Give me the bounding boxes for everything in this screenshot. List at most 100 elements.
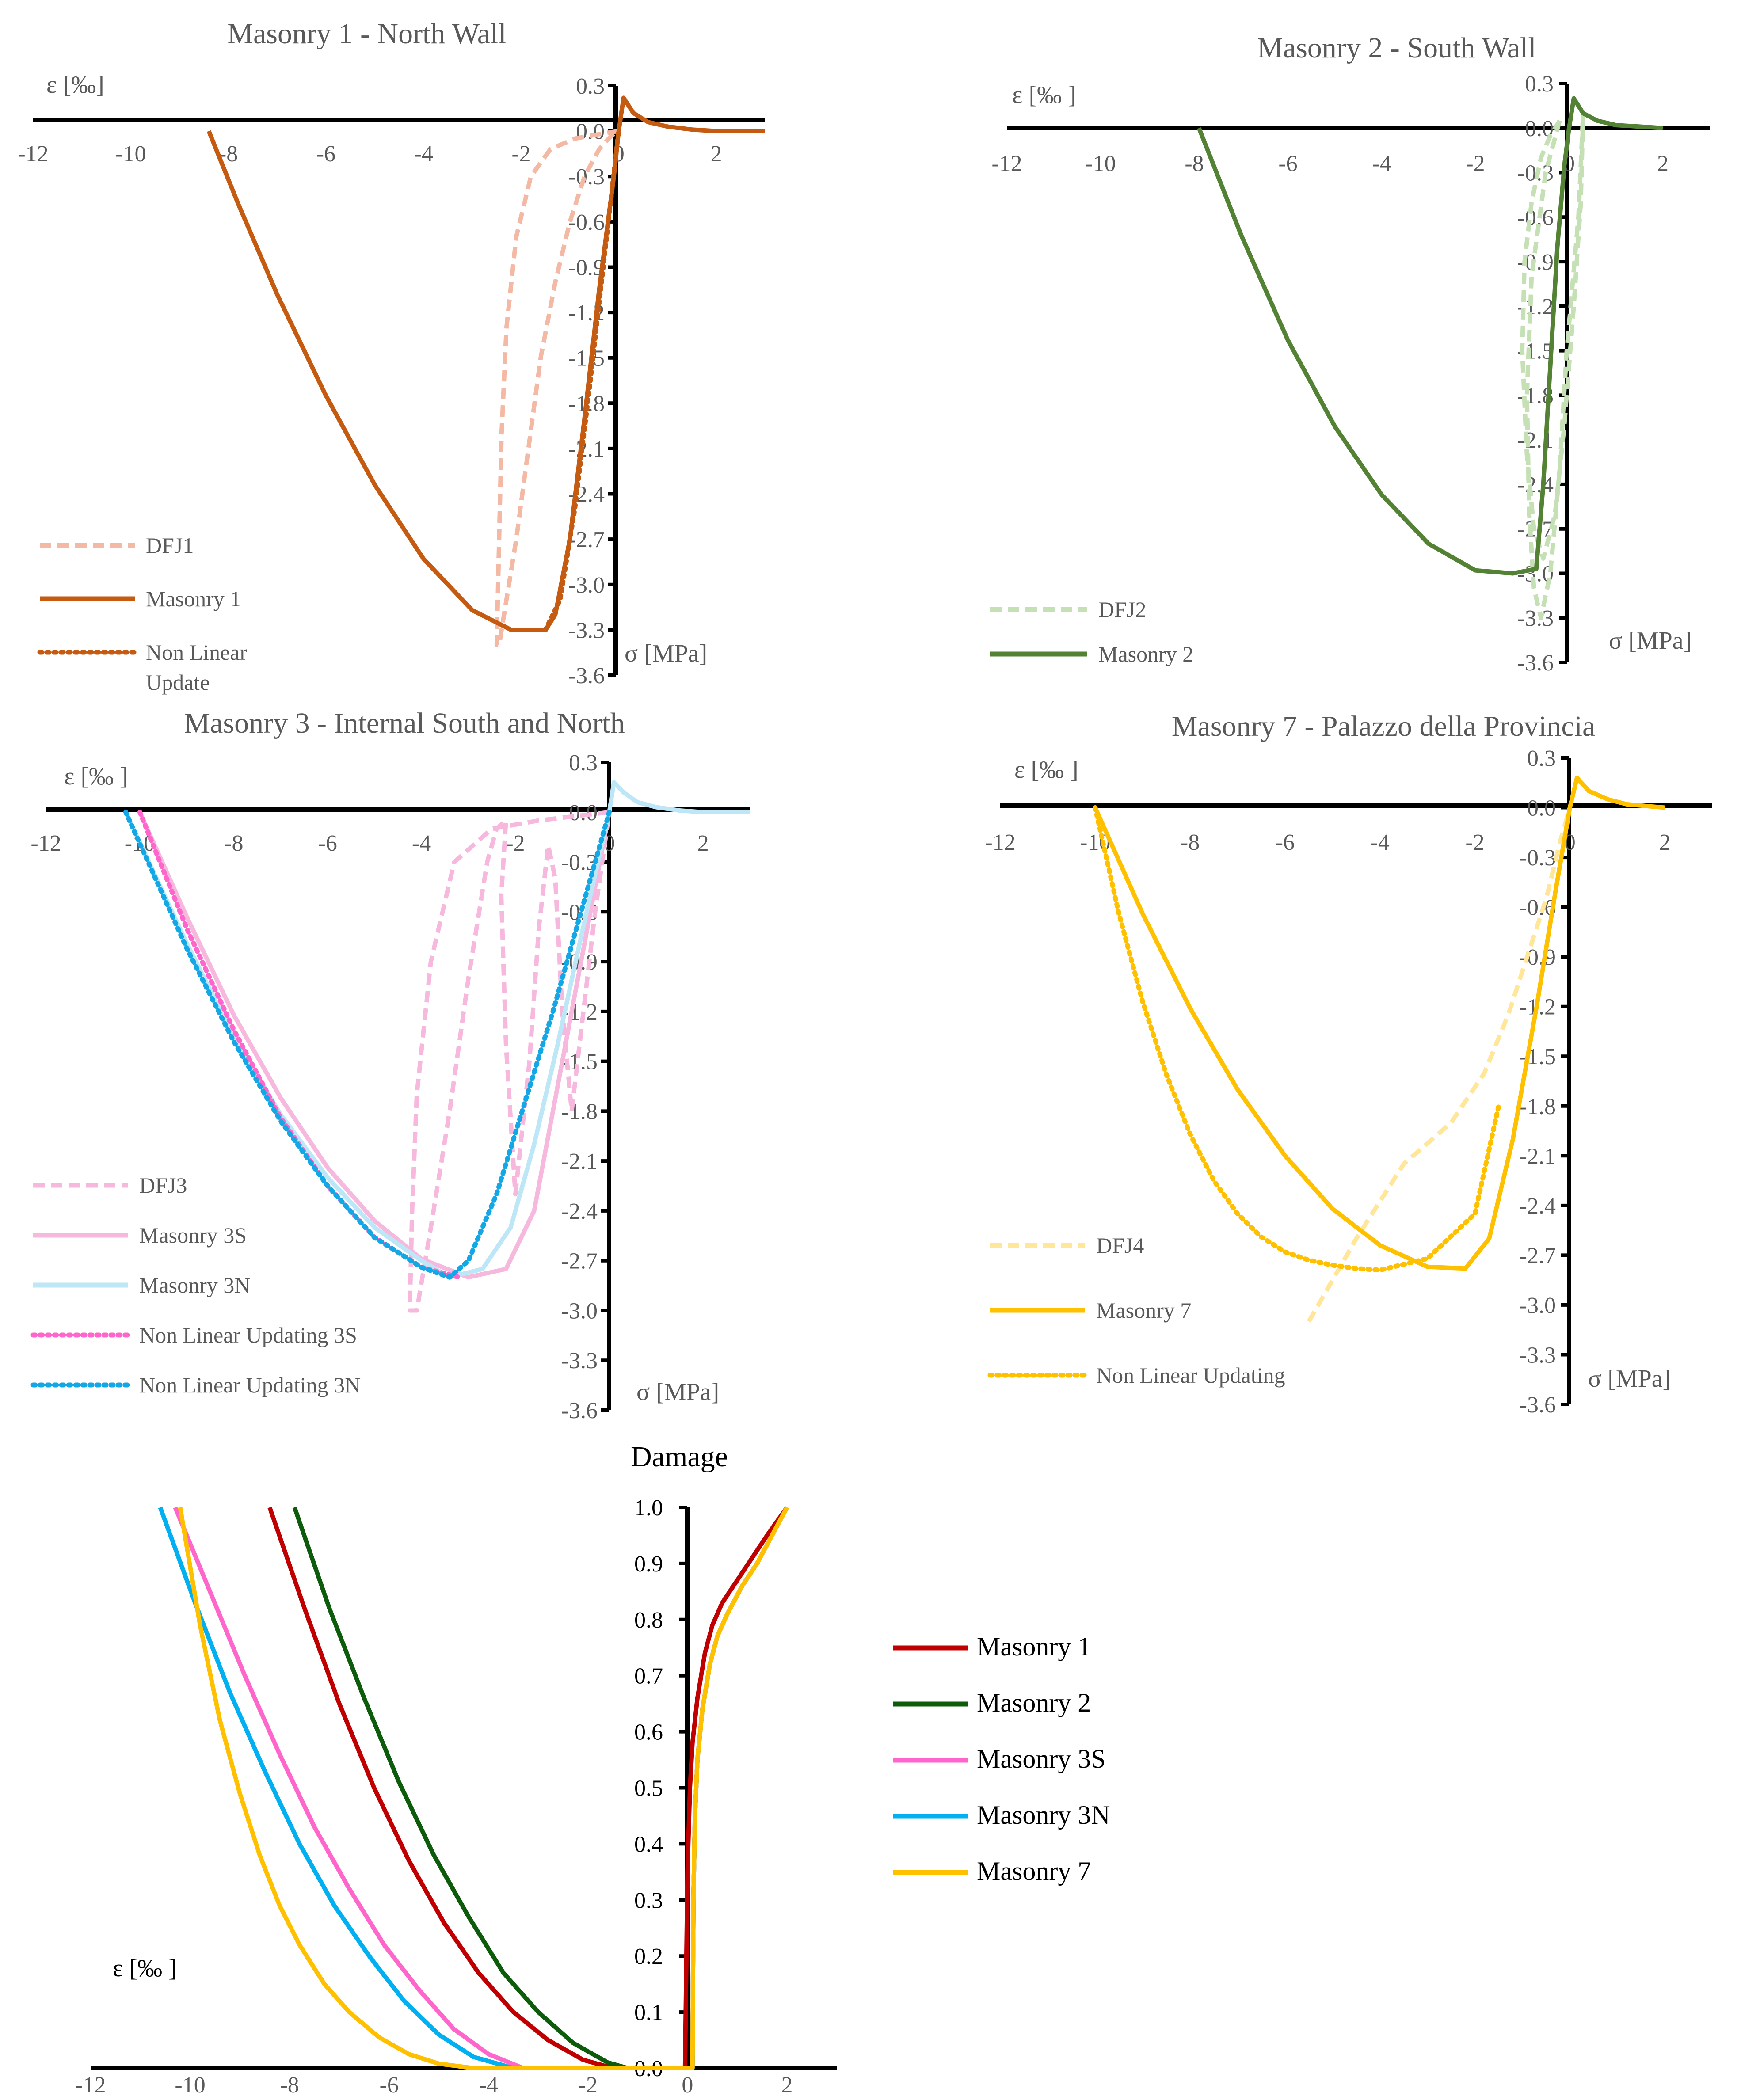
chart-2: Masonry 2 - South Wall-12 -10 -8 -6 -4 -2 0 20.… bbox=[990, 32, 1710, 676]
x-tick-label: -4 bbox=[479, 2073, 498, 2098]
y-axis-label: σ [MPa] bbox=[1609, 627, 1691, 654]
y-tick-label: -3.6 bbox=[1520, 1392, 1556, 1418]
legend-label-masonry-3s: Masonry 3S bbox=[139, 1223, 247, 1248]
chart-4: Masonry 7 - Palazzo della Provincia -12 -1… bbox=[985, 710, 1712, 1418]
y-tick-label: 0.0 bbox=[569, 800, 598, 826]
x-tick-label: -12 bbox=[985, 830, 1015, 855]
x-tick-label: -6 bbox=[1278, 151, 1297, 176]
legend-label-masonry-7: Masonry 7 bbox=[977, 1857, 1091, 1886]
y-tick-label: 0.3 bbox=[634, 1888, 663, 1913]
legend-label-non-linear-updating: Non Linear Updating bbox=[1096, 1363, 1285, 1388]
chart-3: Masonry 3 - Internal South and North -12 -… bbox=[30, 707, 750, 1423]
y-tick-label: 0.3 bbox=[1527, 746, 1556, 771]
legend: DFJ1 Masonry 1 Non Linear Update bbox=[37, 533, 247, 695]
series-line-masonry-7 bbox=[178, 1506, 789, 2070]
x-axis-label: ε [‰ ] bbox=[64, 763, 128, 790]
series-line-non-linear-updating-3n bbox=[123, 810, 612, 1280]
x-tick-label: -6 bbox=[316, 141, 335, 167]
legend-label-dfj1: DFJ1 bbox=[146, 533, 194, 558]
x-tick-label: -6 bbox=[380, 2073, 399, 2098]
legend-label-masonry-7: Masonry 7 bbox=[1096, 1298, 1191, 1323]
y-tick-label: -2.7 bbox=[568, 527, 605, 552]
x-tick-label: -8 bbox=[280, 2073, 299, 2098]
y-tick-label: -3.6 bbox=[568, 663, 605, 689]
y-tick-label: -3.6 bbox=[561, 1398, 598, 1423]
legend-label-masonry-3s: Masonry 3S bbox=[977, 1744, 1106, 1773]
y-tick-label: -2.4 bbox=[561, 1199, 598, 1224]
legend-label-masonry-2: Masonry 2 bbox=[977, 1688, 1091, 1717]
x-tick-label: -2 bbox=[579, 2073, 598, 2098]
x-tick-label: -12 bbox=[30, 831, 61, 856]
x-tick-label: -8 bbox=[224, 831, 243, 856]
legend-label-non-linear-update: Non Linear Update bbox=[146, 640, 247, 695]
x-tick-label: 2 bbox=[1659, 830, 1671, 855]
y-tick-label: -1.8 bbox=[561, 1099, 598, 1124]
chart-title: Masonry 3 - Internal South and North bbox=[184, 707, 625, 739]
y-tick-label: 0.8 bbox=[634, 1608, 663, 1633]
series-line-masonry-3s bbox=[137, 811, 612, 1280]
series-line-masonry-2 bbox=[1196, 96, 1663, 576]
x-tick-label: 2 bbox=[711, 141, 722, 167]
x-tick-label: -12 bbox=[18, 141, 48, 167]
legend-label-non-linear-updating-3n: Non Linear Updating 3N bbox=[139, 1373, 361, 1397]
chart-title: Masonry 7 - Palazzo della Provincia bbox=[1172, 710, 1596, 742]
y-tick-label: -3.6 bbox=[1517, 651, 1554, 676]
x-tick-label: -2 bbox=[506, 831, 525, 856]
chart-title: Masonry 1 - North Wall bbox=[227, 18, 506, 50]
series-line-dfj1 bbox=[494, 129, 620, 647]
x-tick-label: -4 bbox=[412, 831, 431, 856]
x-tick-label: -12 bbox=[75, 2073, 106, 2098]
x-tick-label: -6 bbox=[1276, 830, 1295, 855]
y-tick-label: 0.3 bbox=[576, 74, 605, 99]
series-line-non-linear-updating bbox=[1093, 805, 1501, 1273]
x-tick-label: -12 bbox=[991, 151, 1022, 176]
x-axis-label: ε [‰ ] bbox=[1012, 81, 1076, 109]
y-tick-label: 0.2 bbox=[634, 1944, 663, 1969]
legend-label-masonry-1: Masonry 1 bbox=[977, 1632, 1091, 1661]
x-tick-label: -4 bbox=[1371, 830, 1390, 855]
y-tick-label: -2.7 bbox=[561, 1249, 598, 1274]
x-tick-label: 0 bbox=[682, 2073, 693, 2098]
y-tick-label: 0.3 bbox=[1525, 72, 1554, 97]
legend-label-non-linear-updating-3s: Non Linear Updating 3S bbox=[139, 1323, 357, 1347]
y-tick-label: -2.7 bbox=[1520, 1243, 1556, 1268]
x-tick-label: -8 bbox=[1181, 830, 1200, 855]
legend-label-masonry-1: Masonry 1 bbox=[146, 586, 241, 611]
x-tick-label: -6 bbox=[318, 831, 337, 856]
legend-label-dfj3: DFJ3 bbox=[139, 1173, 187, 1198]
chart-title: Damage bbox=[631, 1441, 728, 1473]
y-tick-label: -2.4 bbox=[1520, 1194, 1556, 1219]
x-axis-label: ε [‰] bbox=[46, 71, 104, 99]
y-tick-label: -0.6 bbox=[1517, 205, 1554, 230]
series-line-masonry-1 bbox=[267, 1506, 789, 2070]
x-tick-label: 2 bbox=[781, 2073, 792, 2098]
legend-label-dfj4: DFJ4 bbox=[1096, 1233, 1144, 1258]
y-tick-label: -3.3 bbox=[561, 1348, 598, 1373]
chart-5: Damage -12 -10 -8 -6 -4 -2 0 2 1.0 0.9 0.8 0.7 0.6 0.5… bbox=[75, 1441, 1110, 2098]
x-tick-label: 2 bbox=[697, 831, 709, 856]
y-tick-label: -1.8 bbox=[1520, 1094, 1556, 1119]
y-tick-label: 0.0 bbox=[1527, 796, 1556, 821]
x-tick-label: -2 bbox=[1465, 830, 1484, 855]
x-tick-label: -10 bbox=[115, 141, 146, 167]
y-tick-label: -3.0 bbox=[561, 1298, 598, 1324]
series-line-non-linear-update bbox=[543, 129, 621, 632]
x-axis-label: ε [‰ ] bbox=[113, 1955, 177, 1982]
series-line-masonry-7 bbox=[1093, 776, 1665, 1271]
y-tick-label: -2.1 bbox=[568, 437, 605, 462]
y-tick-label: -3.0 bbox=[568, 573, 605, 598]
y-tick-label: -3.3 bbox=[1517, 606, 1554, 631]
chart-title: Masonry 2 - South Wall bbox=[1257, 32, 1536, 64]
y-tick-label: -3.3 bbox=[1520, 1343, 1556, 1368]
x-tick-label: -8 bbox=[1185, 151, 1204, 176]
series-line-dfj2 bbox=[1520, 111, 1585, 620]
legend: DFJ4 Masonry 7 Non Linear Updating bbox=[987, 1233, 1285, 1388]
x-tick-label: -4 bbox=[1372, 151, 1391, 176]
series-line-dfj4 bbox=[1307, 807, 1572, 1323]
y-tick-label: -0.3 bbox=[1520, 845, 1556, 871]
y-tick-label: -0.9 bbox=[568, 255, 605, 280]
legend-label-masonry-3n: Masonry 3N bbox=[977, 1800, 1110, 1830]
x-tick-label: -10 bbox=[1085, 151, 1116, 176]
chart-1: Masonry 1 - North Wall-12 -10 -8 -6 -4 -2 0 20.… bbox=[18, 18, 765, 695]
y-axis-label: σ [MPa] bbox=[625, 640, 707, 667]
